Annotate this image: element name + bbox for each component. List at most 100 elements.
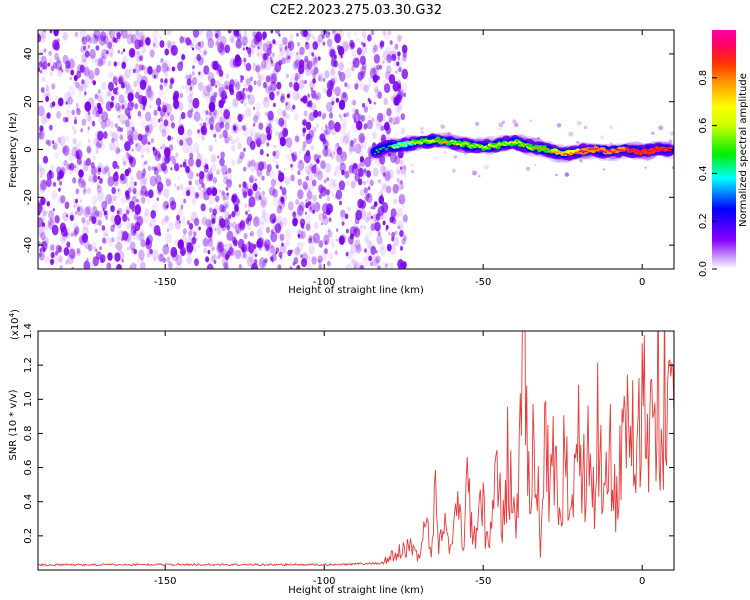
ridge-blob xyxy=(618,149,622,151)
noise-dot xyxy=(132,137,135,141)
noise-dot xyxy=(42,180,46,185)
noise-dot xyxy=(243,43,245,47)
noise-dot xyxy=(302,95,308,104)
noise-dot xyxy=(252,62,256,67)
noise-dot xyxy=(391,216,395,222)
noise-dot xyxy=(377,231,381,237)
noise-dot xyxy=(225,171,228,175)
noise-dot xyxy=(287,201,294,211)
noise-dot xyxy=(322,34,325,39)
noise-dot xyxy=(317,255,323,264)
noise-dot xyxy=(90,162,95,169)
noise-dot xyxy=(136,256,142,264)
noise-dot xyxy=(116,105,122,113)
noise-dot xyxy=(354,83,359,90)
noise-dot xyxy=(232,123,238,132)
noise-dot xyxy=(86,229,89,233)
noise-dot xyxy=(76,107,79,111)
noise-dot xyxy=(181,85,185,90)
noise-dot xyxy=(189,84,194,91)
noise-dot xyxy=(145,145,151,154)
noise-dot xyxy=(285,138,289,143)
noise-dot xyxy=(159,35,162,40)
noise-dot xyxy=(69,214,74,222)
noise-dot xyxy=(344,170,350,179)
noise-dot xyxy=(311,165,317,174)
ridge-blob xyxy=(491,145,494,148)
noise-dot xyxy=(297,204,304,216)
noise-dot xyxy=(288,81,293,88)
noise-dot xyxy=(362,171,366,178)
noise-dot xyxy=(297,242,304,252)
noise-dot xyxy=(122,155,128,165)
noise-dot xyxy=(92,216,97,223)
noise-dot xyxy=(224,192,230,201)
noise-dot xyxy=(301,257,307,268)
ridge-blob xyxy=(403,142,407,144)
ridge-blob xyxy=(580,149,583,152)
noise-dot xyxy=(169,196,175,206)
snr-panel: -150 -100 -50 0 0.20.40.60.81.01.21.4 Heigh… xyxy=(8,309,675,596)
noise-dot xyxy=(140,239,146,248)
noise-dot xyxy=(401,238,406,245)
noise-dot xyxy=(180,164,182,168)
noise-dot xyxy=(225,73,229,79)
noise-dot xyxy=(133,190,138,198)
noise-dot xyxy=(329,150,336,159)
noise-dot xyxy=(136,71,140,76)
noise-dot xyxy=(282,109,287,117)
noise-dot xyxy=(155,97,162,107)
noise-dot xyxy=(270,92,274,97)
noise-dot xyxy=(318,263,323,269)
noise-dot xyxy=(113,139,120,148)
noise-dot xyxy=(38,128,43,135)
ridge-blob xyxy=(414,142,417,145)
noise-dot xyxy=(81,79,85,85)
noise-dot xyxy=(397,51,401,57)
noise-dot xyxy=(353,222,357,228)
noise-dot xyxy=(121,51,123,55)
noise-dot xyxy=(110,206,113,210)
noise-dot xyxy=(278,235,284,243)
noise-dot xyxy=(256,47,263,58)
noise-dot xyxy=(141,64,145,71)
noise-dot xyxy=(102,228,108,236)
noise-dot xyxy=(139,190,144,197)
noise-dot xyxy=(278,43,284,51)
noise-dot xyxy=(38,251,45,261)
noise-dot xyxy=(99,31,107,42)
noise-dot xyxy=(330,155,334,160)
noise-dot xyxy=(250,178,257,190)
noise-dot xyxy=(175,126,180,134)
noise-dot xyxy=(59,222,66,233)
noise-dot xyxy=(396,166,401,175)
noise-dot xyxy=(334,165,341,175)
noise-dot xyxy=(153,110,159,118)
x-tick-label: 0 xyxy=(639,576,645,587)
noise-dot xyxy=(324,70,330,79)
noise-dot xyxy=(397,34,402,42)
noise-dot xyxy=(326,196,331,202)
noise-dot xyxy=(168,144,174,152)
noise-dot xyxy=(247,94,250,99)
noise-dot xyxy=(155,167,160,175)
noise-speck xyxy=(576,120,582,126)
noise-dot xyxy=(205,218,212,228)
noise-dot xyxy=(39,49,44,56)
noise-dot xyxy=(103,209,109,218)
colorbar-tick-label: 0.6 xyxy=(698,118,709,134)
noise-dot xyxy=(379,245,387,256)
noise-dot xyxy=(279,243,287,254)
noise-dot xyxy=(133,229,137,234)
noise-dot xyxy=(388,231,391,236)
noise-dot xyxy=(153,166,157,172)
noise-dot xyxy=(398,66,402,73)
noise-dot xyxy=(216,187,220,191)
noise-dot xyxy=(74,55,77,60)
noise-dot xyxy=(388,116,393,123)
noise-dot xyxy=(174,183,177,187)
noise-dot xyxy=(363,187,368,194)
noise-dot xyxy=(135,91,140,99)
noise-dot xyxy=(77,107,81,113)
noise-dot xyxy=(202,237,209,247)
